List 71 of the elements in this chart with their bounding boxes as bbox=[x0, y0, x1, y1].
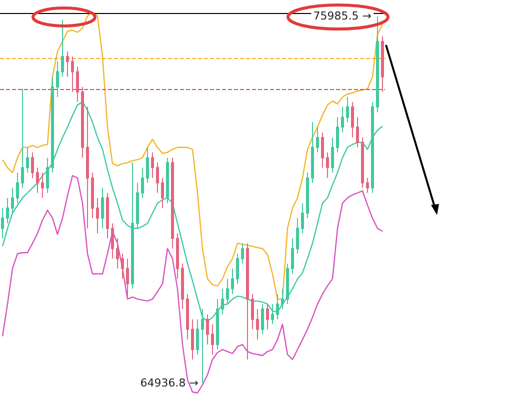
candlestick bbox=[291, 238, 294, 274]
candlestick bbox=[161, 177, 164, 209]
candlestick bbox=[286, 263, 289, 305]
candlestick bbox=[21, 88, 24, 188]
candlestick bbox=[351, 101, 354, 138]
candlestick bbox=[46, 157, 49, 194]
candlestick bbox=[231, 268, 234, 295]
candlestick bbox=[246, 242, 249, 360]
candlestick bbox=[191, 318, 194, 360]
candlestick bbox=[156, 162, 159, 194]
candlestick bbox=[361, 136, 364, 188]
candlestick bbox=[86, 106, 89, 229]
candlestick bbox=[226, 278, 229, 305]
candlestick bbox=[181, 263, 184, 310]
candlestick bbox=[376, 16, 379, 113]
candlestick bbox=[341, 106, 344, 133]
candlestick bbox=[381, 36, 384, 92]
candlestick bbox=[61, 20, 64, 78]
candlestick bbox=[151, 152, 154, 178]
candlestick bbox=[66, 50, 69, 78]
candlestick bbox=[101, 187, 104, 229]
candlestick bbox=[91, 172, 94, 219]
candlestick bbox=[281, 288, 284, 310]
candlestick bbox=[81, 86, 84, 158]
candlestick bbox=[71, 56, 74, 92]
candlestick bbox=[31, 152, 34, 178]
candlestick bbox=[26, 146, 29, 174]
candlestick bbox=[301, 202, 304, 234]
candlestick bbox=[146, 146, 149, 184]
candlestick bbox=[126, 258, 129, 300]
candlestick bbox=[141, 167, 144, 198]
candlestick bbox=[121, 253, 124, 280]
candlestick bbox=[321, 132, 324, 168]
candlestick bbox=[316, 126, 319, 153]
candlestick bbox=[326, 152, 329, 178]
candlestick bbox=[336, 116, 339, 153]
candlestick bbox=[36, 167, 39, 194]
candlestick bbox=[306, 172, 309, 219]
candlestick bbox=[166, 157, 169, 204]
annotation: 75985.5 → bbox=[313, 10, 372, 23]
candlestick bbox=[111, 222, 114, 260]
candlestick bbox=[96, 197, 99, 234]
candlestick bbox=[251, 294, 254, 330]
candlestick bbox=[356, 116, 359, 148]
candlestick bbox=[176, 232, 179, 280]
candlestick bbox=[131, 162, 134, 290]
candlestick bbox=[76, 66, 79, 102]
candlestick bbox=[241, 242, 244, 264]
candlestick bbox=[116, 238, 119, 270]
candlestick bbox=[11, 187, 14, 214]
candlestick bbox=[186, 294, 189, 340]
candlestick bbox=[256, 308, 259, 340]
candlestick bbox=[41, 172, 44, 198]
candlestick bbox=[266, 304, 269, 330]
candlestick bbox=[136, 182, 139, 229]
candlestick bbox=[331, 136, 334, 174]
candlestick bbox=[236, 253, 239, 284]
candlestick bbox=[296, 218, 299, 254]
candlestick bbox=[311, 122, 314, 184]
candlestick bbox=[221, 288, 224, 315]
candlestick bbox=[196, 318, 199, 355]
candlestick bbox=[366, 177, 369, 194]
candlestick bbox=[171, 157, 174, 250]
candlestick bbox=[16, 172, 19, 204]
candlestick bbox=[56, 60, 59, 98]
candlestick bbox=[206, 314, 209, 346]
candlestick bbox=[346, 96, 349, 123]
candlestick bbox=[106, 192, 109, 239]
annotation: 64936.8 → bbox=[140, 376, 198, 390]
candlestick bbox=[6, 197, 9, 224]
candlestick bbox=[211, 324, 214, 355]
